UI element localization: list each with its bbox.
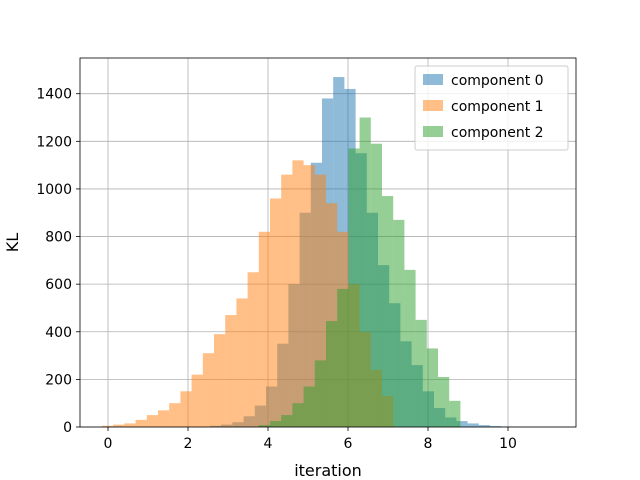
legend-label: component 0	[451, 73, 544, 89]
x-tick-label: 10	[499, 436, 517, 452]
y-tick-label: 800	[45, 230, 72, 246]
y-tick-label: 600	[45, 277, 72, 293]
histogram-bar	[337, 288, 349, 427]
histogram-bar	[478, 425, 490, 427]
y-tick-label: 400	[45, 325, 72, 341]
histogram-bar	[303, 386, 315, 427]
histogram-bar	[314, 360, 326, 427]
histogram-bar	[102, 425, 114, 427]
histogram-bar	[281, 415, 293, 427]
histogram-bar	[158, 410, 170, 427]
histogram-bar	[146, 415, 158, 427]
histogram-bar	[303, 165, 315, 427]
histogram-bar	[415, 319, 427, 427]
histogram-bar	[270, 198, 282, 427]
legend-swatch	[423, 126, 443, 137]
x-tick-label: 8	[424, 436, 433, 452]
legend-swatch	[423, 74, 443, 85]
y-tick-label: 1200	[36, 134, 72, 150]
histogram-bar	[426, 348, 438, 427]
histogram-bar	[348, 148, 360, 427]
histogram-bar	[258, 425, 270, 427]
histogram-bar	[281, 174, 293, 427]
series-2-bars	[258, 117, 461, 428]
histogram-bar	[202, 353, 214, 427]
histogram-bar	[180, 391, 192, 427]
histogram-bar	[326, 321, 338, 427]
y-tick-label: 0	[63, 420, 72, 436]
plot-frame	[79, 57, 577, 428]
histogram-bar	[236, 298, 248, 427]
histogram-bar	[456, 421, 468, 427]
histogram-bar	[490, 426, 502, 427]
histogram-bar	[359, 117, 371, 428]
histogram-bar	[393, 219, 405, 427]
x-tick-label: 4	[264, 436, 273, 452]
histogram-bar	[191, 374, 203, 427]
histogram-bar	[449, 400, 461, 427]
legend-label: component 2	[451, 125, 544, 141]
histogram-bar	[124, 423, 136, 427]
histogram-bar	[292, 403, 304, 427]
histogram-bar	[113, 424, 125, 427]
legend-box	[414, 65, 569, 151]
axis-ticks: 0 2 4 6 8 10 0 200 400 600 800 1000 1200 1400	[36, 87, 517, 452]
x-tick-label: 0	[104, 436, 113, 452]
legend-swatch	[423, 100, 443, 111]
histogram-bar	[270, 421, 282, 427]
histogram-bar	[382, 196, 394, 427]
y-axis-label: KL	[3, 233, 22, 252]
histogram-bar	[467, 423, 479, 427]
histogram-bar	[314, 174, 326, 427]
histogram-bar	[404, 269, 416, 427]
histogram-bar	[326, 203, 338, 427]
histogram-bar	[214, 334, 226, 427]
y-tick-label: 200	[45, 372, 72, 388]
x-tick-label: 6	[344, 436, 353, 452]
histogram-bar	[370, 143, 382, 427]
x-tick-label: 2	[184, 436, 193, 452]
histogram-bar	[225, 315, 237, 427]
x-axis-label: iteration	[294, 461, 362, 480]
histogram-bar	[292, 160, 304, 427]
histogram-bars	[102, 77, 524, 428]
histogram-bar	[247, 272, 259, 427]
histogram-bar	[438, 377, 450, 427]
y-tick-label: 1000	[36, 182, 72, 198]
legend: component 0 component 1 component 2	[414, 65, 569, 151]
y-tick-label: 1400	[36, 87, 72, 103]
histogram-bar	[258, 231, 270, 427]
legend-label: component 1	[451, 99, 544, 115]
histogram-bar	[169, 403, 181, 427]
histogram-bar	[135, 419, 147, 427]
